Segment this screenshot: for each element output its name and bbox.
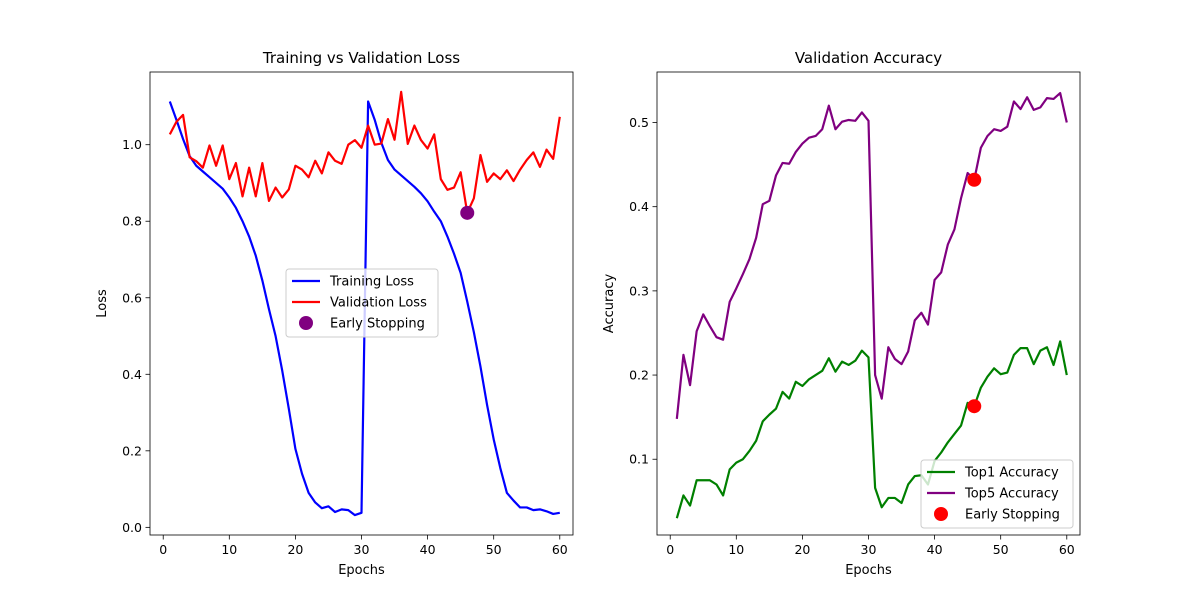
legend: Top1 Accuracy Top5 Accuracy Early Stopping <box>920 459 1074 529</box>
series-line-validation-loss <box>168 90 561 214</box>
y-tick-label: 0.5 <box>629 115 649 130</box>
y-tick-label: 0.0 <box>122 520 142 535</box>
series-line-top1-accuracy <box>675 340 1068 519</box>
x-tick-label: 20 <box>794 542 810 557</box>
early-stopping-marker <box>460 205 475 220</box>
legend-marker-swatch <box>934 507 948 521</box>
y-tick-label: 1.0 <box>122 137 142 152</box>
y-tick-label: 0.4 <box>629 199 649 214</box>
legend-marker-swatch <box>299 316 313 330</box>
x-tick-label: 20 <box>287 542 303 557</box>
chart-2: 0 10 20 30 40 50 60 0.1 0.2 0.3 0.4 0.5 Validation A… <box>602 49 1081 578</box>
x-tick-label: 60 <box>1059 542 1075 557</box>
legend-box <box>285 268 439 338</box>
x-tick-label: 0 <box>666 542 674 557</box>
y-axis-label: Loss <box>95 289 110 318</box>
x-axis-label: Epochs <box>338 563 385 578</box>
x-tick-label: 30 <box>861 542 877 557</box>
x-tick-label: 50 <box>486 542 502 557</box>
legend-label: Top1 Accuracy <box>964 466 1059 481</box>
chart-title: Validation Accuracy <box>795 49 942 67</box>
y-tick-label: 0.3 <box>629 283 649 298</box>
y-tick-label: 0.2 <box>629 368 649 383</box>
x-axis-label: Epochs <box>845 563 892 578</box>
x-tick-label: 10 <box>728 542 744 557</box>
x-tick-label: 50 <box>993 542 1009 557</box>
y-tick-label: 0.1 <box>629 452 649 467</box>
early-stopping-marker <box>967 172 982 187</box>
chart-1: 0 10 20 30 40 50 60 0.0 0.2 0.4 0.6 0.8 1.0 Training … <box>95 49 574 578</box>
x-tick-label: 10 <box>221 542 237 557</box>
legend: Training Loss Validation Loss Early Stoppi… <box>285 268 439 338</box>
legend-box <box>920 459 1074 529</box>
x-tick-label: 60 <box>552 542 568 557</box>
x-tick-label: 40 <box>927 542 943 557</box>
x-tick-label: 40 <box>420 542 436 557</box>
x-tick-label: 0 <box>159 542 167 557</box>
x-tick-label: 30 <box>354 542 370 557</box>
legend-label: Early Stopping <box>330 317 425 332</box>
y-tick-label: 0.2 <box>122 443 142 458</box>
legend-label: Training Loss <box>329 275 414 290</box>
legend-label: Early Stopping <box>965 508 1060 523</box>
series-line-top5-accuracy <box>675 91 1068 419</box>
chart-title: Training vs Validation Loss <box>262 49 460 67</box>
y-tick-label: 0.8 <box>122 214 142 229</box>
early-stopping-marker <box>967 399 982 414</box>
legend-label: Validation Loss <box>330 296 427 311</box>
y-tick-label: 0.6 <box>122 290 142 305</box>
y-tick-label: 0.4 <box>122 367 142 382</box>
y-axis-label: Accuracy <box>602 274 617 334</box>
legend-label: Top5 Accuracy <box>964 487 1059 502</box>
